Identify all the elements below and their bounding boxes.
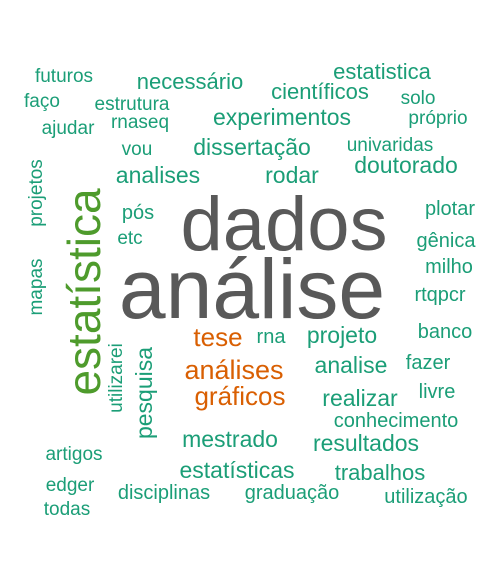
word-solo: solo: [401, 88, 436, 109]
word-doutorado: doutorado: [354, 152, 458, 178]
word-faco: faço: [24, 91, 60, 112]
word-rnaseq: rnaseq: [111, 112, 169, 133]
word-pesquisa: pesquisa: [131, 347, 157, 439]
word-experimentos: experimentos: [213, 104, 351, 130]
word-vou: vou: [122, 139, 153, 160]
word-realizar: realizar: [322, 385, 398, 411]
word-univaridas: univaridas: [347, 135, 434, 156]
word-proprio: próprio: [408, 108, 467, 129]
word-dados: dados: [180, 182, 387, 267]
word-estatisticas: estatísticas: [179, 457, 294, 483]
word-analise: análise: [119, 242, 385, 336]
word-analises: análises: [184, 355, 283, 385]
word-edger: edger: [46, 475, 95, 496]
word-graduacao: graduação: [245, 482, 340, 504]
word-graficos: gráficos: [194, 381, 285, 411]
word-conhecimento: conhecimento: [334, 410, 459, 432]
word-banco: banco: [418, 321, 473, 343]
word-etc: etc: [117, 228, 142, 249]
word-artigos: artigos: [45, 444, 102, 465]
word-ajudar: ajudar: [42, 118, 95, 139]
word-estrutura: estrutura: [95, 94, 170, 115]
word-rna: rna: [257, 326, 287, 348]
word-resultados: resultados: [313, 430, 419, 456]
word-livre: livre: [419, 381, 456, 403]
word-futuros: futuros: [35, 66, 93, 87]
word-projeto: projeto: [307, 322, 377, 348]
word-rodar: rodar: [265, 162, 319, 188]
word-todas: todas: [44, 499, 90, 520]
word-projetos: projetos: [26, 159, 47, 227]
word-utilizarei: utilizarei: [106, 343, 127, 413]
word-milho: milho: [425, 256, 473, 278]
word-trabalhos: trabalhos: [335, 460, 426, 485]
word-analises: analises: [116, 162, 200, 188]
word-plotar: plotar: [425, 198, 475, 220]
word-disciplinas: disciplinas: [118, 482, 210, 504]
word-tese: tese: [193, 322, 242, 352]
word-estatistica: estatistica: [333, 59, 432, 84]
word-dissertacao: dissertação: [193, 134, 311, 160]
word-estatistica: estatística: [58, 188, 110, 396]
word-necessario: necessário: [137, 69, 243, 94]
word-rtqpcr: rtqpcr: [414, 284, 465, 306]
word-utilizacao: utilização: [384, 486, 467, 508]
word-genica: gênica: [417, 230, 477, 252]
word-pos: pós: [122, 202, 154, 224]
word-cientificos: científicos: [271, 79, 369, 104]
word-fazer: fazer: [406, 352, 451, 374]
word-mapas: mapas: [26, 258, 47, 315]
word-mestrado: mestrado: [182, 426, 278, 452]
word-analise: analise: [315, 352, 388, 378]
